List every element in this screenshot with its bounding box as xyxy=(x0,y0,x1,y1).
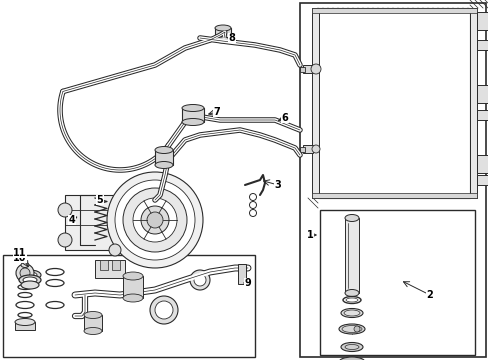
Circle shape xyxy=(58,233,72,247)
Text: 3: 3 xyxy=(274,180,281,190)
Bar xyxy=(84,315,102,331)
Bar xyxy=(476,155,488,173)
Ellipse shape xyxy=(15,319,35,325)
Text: 7: 7 xyxy=(213,107,220,117)
Bar xyxy=(311,8,318,198)
Circle shape xyxy=(141,206,169,234)
Ellipse shape xyxy=(345,289,358,297)
Bar xyxy=(469,8,476,198)
Circle shape xyxy=(310,64,320,74)
Circle shape xyxy=(58,203,72,217)
Bar xyxy=(476,40,488,50)
Ellipse shape xyxy=(345,215,358,221)
Ellipse shape xyxy=(21,281,39,289)
Ellipse shape xyxy=(123,272,142,280)
Ellipse shape xyxy=(84,328,102,334)
Ellipse shape xyxy=(21,262,29,267)
Bar xyxy=(215,28,230,40)
Ellipse shape xyxy=(19,270,41,280)
Bar xyxy=(303,145,312,153)
Ellipse shape xyxy=(84,311,102,319)
Bar xyxy=(95,260,125,278)
Text: 8: 8 xyxy=(228,33,235,43)
Circle shape xyxy=(107,172,203,268)
Bar xyxy=(155,150,173,165)
Circle shape xyxy=(311,145,319,153)
Circle shape xyxy=(194,274,205,286)
Circle shape xyxy=(147,212,163,228)
Bar xyxy=(476,175,488,185)
Ellipse shape xyxy=(182,118,203,126)
Bar xyxy=(299,67,305,72)
Bar xyxy=(476,85,488,103)
Bar xyxy=(299,3,485,357)
Ellipse shape xyxy=(123,294,142,302)
Bar xyxy=(303,65,312,73)
Bar xyxy=(112,260,120,270)
Ellipse shape xyxy=(155,162,173,168)
Text: 9: 9 xyxy=(244,278,251,288)
Ellipse shape xyxy=(338,357,364,360)
Text: 4: 4 xyxy=(68,215,75,225)
Text: 5: 5 xyxy=(97,195,103,205)
Bar xyxy=(319,210,474,355)
Text: 2: 2 xyxy=(426,290,432,300)
Ellipse shape xyxy=(215,25,230,31)
Circle shape xyxy=(115,180,195,260)
Bar xyxy=(311,193,476,198)
Bar xyxy=(476,12,488,30)
Text: 11: 11 xyxy=(13,248,27,258)
Bar xyxy=(100,260,108,270)
Ellipse shape xyxy=(340,342,362,351)
Bar xyxy=(299,147,305,152)
Circle shape xyxy=(16,264,34,282)
Bar xyxy=(238,264,245,284)
Ellipse shape xyxy=(19,275,41,285)
Text: 10: 10 xyxy=(13,253,27,263)
Circle shape xyxy=(133,198,177,242)
Ellipse shape xyxy=(155,147,173,153)
Bar xyxy=(22,265,28,275)
Ellipse shape xyxy=(338,324,364,334)
Ellipse shape xyxy=(340,309,362,318)
Bar xyxy=(15,322,35,330)
Circle shape xyxy=(123,188,186,252)
Circle shape xyxy=(155,301,173,319)
Bar xyxy=(311,8,476,13)
Ellipse shape xyxy=(23,277,37,283)
Bar xyxy=(182,108,203,122)
Ellipse shape xyxy=(182,104,203,112)
Bar xyxy=(3,255,254,357)
Text: 1: 1 xyxy=(306,230,313,240)
Circle shape xyxy=(150,296,178,324)
Circle shape xyxy=(353,326,359,332)
Ellipse shape xyxy=(21,276,39,284)
Bar xyxy=(123,276,142,298)
Bar xyxy=(476,110,488,120)
Ellipse shape xyxy=(215,37,230,43)
Text: 6: 6 xyxy=(281,113,288,123)
Bar xyxy=(65,195,150,250)
Circle shape xyxy=(109,244,121,256)
Circle shape xyxy=(20,268,30,278)
Circle shape xyxy=(190,270,209,290)
Bar xyxy=(345,218,358,293)
Bar xyxy=(317,8,469,198)
Ellipse shape xyxy=(23,272,37,278)
